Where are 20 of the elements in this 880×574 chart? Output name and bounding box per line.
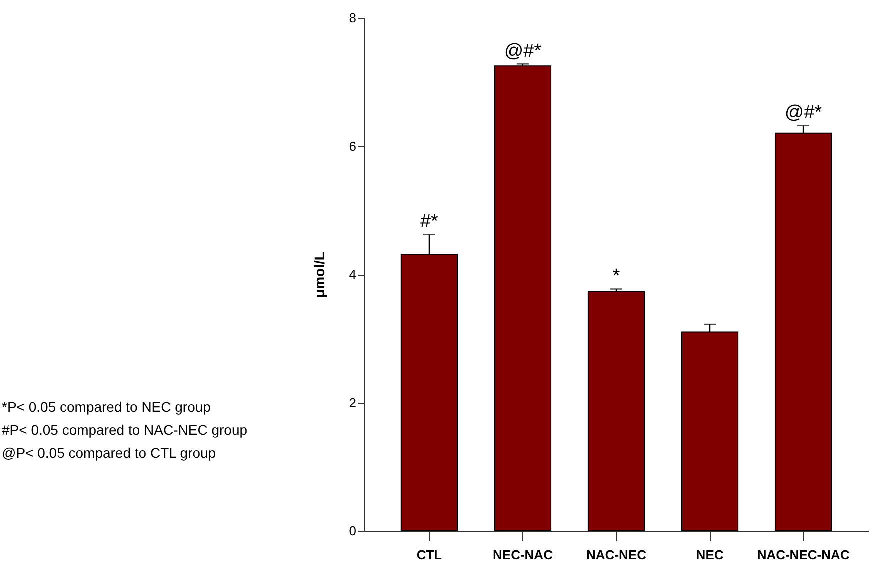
y-tick-label: 6 [349, 138, 356, 154]
bar [494, 66, 552, 532]
annotation: @#* [504, 41, 542, 62]
text: *P< 0.05 compared to NEC group [2, 399, 212, 415]
annotation: #* [420, 212, 440, 233]
y-tick-label: 2 [349, 395, 356, 410]
y-tick-label: 8 [349, 10, 356, 26]
annotation: @#* [784, 102, 823, 124]
x-tick-label: NAC-NEC-NAC [757, 548, 850, 562]
y-tick-label: 0 [349, 524, 356, 538]
x-tick-label: CTL [416, 548, 442, 562]
y-tick-label: 4 [349, 267, 356, 282]
x-tick-label: NAC-NEC [586, 548, 648, 562]
text: #P< 0.05 compared to NAC-NEC group [2, 422, 248, 438]
bar [588, 291, 646, 532]
x-tick-label: NEC-NAC [493, 548, 554, 562]
annotation: * [612, 266, 621, 288]
y-axis-title: μmol/L [311, 252, 328, 298]
x-tick-label: NEC [696, 548, 724, 562]
text: @P< 0.05 compared to CTL group [2, 445, 216, 461]
